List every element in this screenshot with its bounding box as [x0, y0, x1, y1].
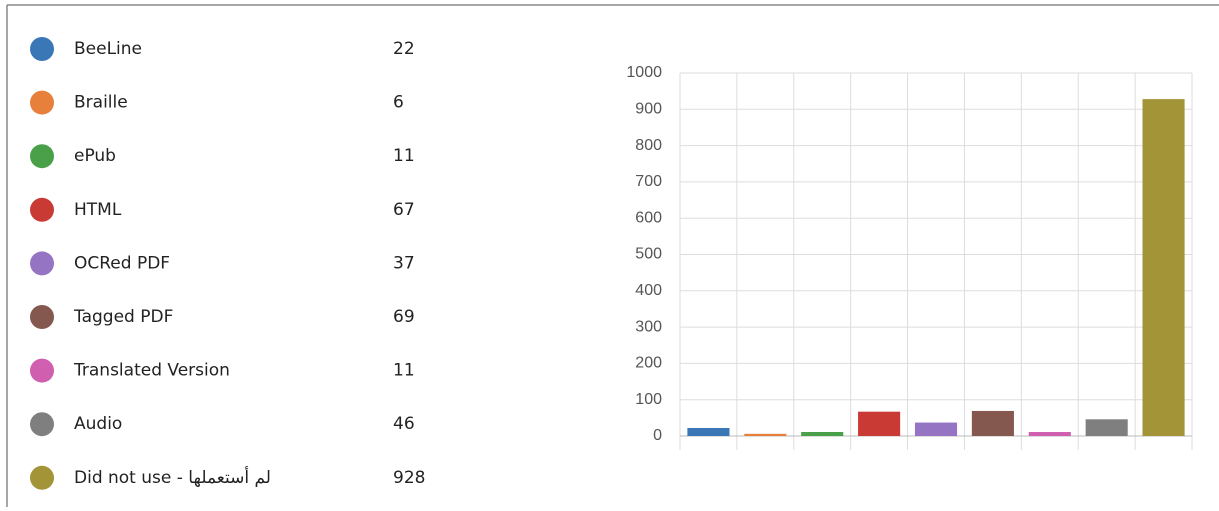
legend-label: Did not use - لم أستعملها [74, 466, 271, 488]
bar [971, 410, 1014, 436]
legend-swatch [30, 90, 54, 115]
legend-swatch [30, 358, 54, 383]
legend-swatch [30, 37, 54, 61]
bar [1142, 99, 1185, 437]
legend-label: Audio [74, 414, 122, 434]
legend-label: BeeLine [74, 39, 142, 59]
legend-count: 11 [393, 146, 415, 166]
legend-count: 22 [393, 39, 415, 59]
legend-label: OCRed PDF [74, 253, 170, 273]
legend-swatch [30, 251, 54, 276]
bar [914, 422, 958, 436]
y-tick-label: 800 [635, 137, 662, 154]
legend-count: 69 [393, 307, 415, 327]
y-tick-label: 700 [635, 173, 662, 190]
y-tick-label: 900 [635, 101, 662, 118]
bar [801, 432, 844, 436]
bar [858, 411, 901, 436]
y-tick-label: 600 [635, 209, 662, 226]
y-tick-label: 0 [653, 427, 662, 444]
legend-swatch [30, 412, 54, 437]
bar [1028, 432, 1071, 436]
legend-swatch [30, 465, 54, 490]
legend-label: HTML [74, 200, 122, 220]
y-tick-label: 1000 [626, 64, 662, 81]
legend-count: 37 [393, 253, 415, 273]
legend-swatch [30, 197, 54, 222]
legend-swatch [30, 144, 54, 169]
legend-label: ePub [74, 146, 116, 166]
bar [1085, 419, 1128, 436]
y-tick-label: 500 [635, 246, 662, 263]
legend-label: Braille [74, 93, 128, 113]
legend-count: 11 [393, 361, 415, 381]
bar [687, 428, 730, 436]
bar [744, 433, 787, 436]
legend-count: 67 [393, 200, 415, 220]
y-tick-label: 400 [635, 282, 662, 299]
y-tick-label: 200 [635, 355, 662, 372]
legend-count: 46 [393, 414, 415, 434]
legend-label: Tagged PDF [73, 307, 173, 327]
y-tick-label: 100 [635, 391, 662, 408]
legend-label: Translated Version [73, 361, 230, 381]
legend-swatch [30, 305, 54, 329]
legend-count: 6 [393, 93, 404, 113]
y-tick-label: 300 [635, 318, 662, 335]
legend-count: 928 [393, 468, 425, 488]
